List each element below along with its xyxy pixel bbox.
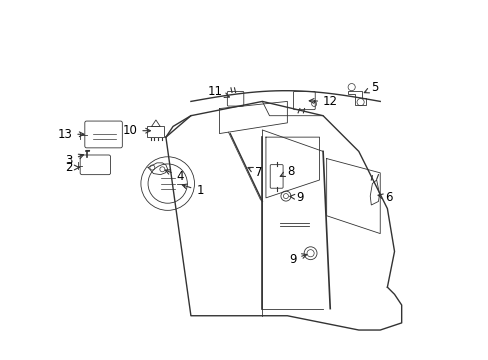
- Text: 9: 9: [288, 253, 306, 266]
- Text: 12: 12: [308, 95, 337, 108]
- Text: 9: 9: [289, 191, 303, 204]
- Text: 11: 11: [207, 85, 229, 98]
- Text: 3: 3: [65, 154, 83, 167]
- Text: 2: 2: [65, 161, 79, 174]
- Text: 8: 8: [280, 165, 294, 177]
- Text: 1: 1: [182, 184, 203, 197]
- Text: 4: 4: [165, 170, 184, 183]
- Text: 6: 6: [377, 192, 392, 204]
- Text: 13: 13: [57, 128, 84, 141]
- Text: 5: 5: [364, 81, 378, 94]
- Text: 7: 7: [247, 166, 262, 179]
- Text: 10: 10: [122, 124, 150, 137]
